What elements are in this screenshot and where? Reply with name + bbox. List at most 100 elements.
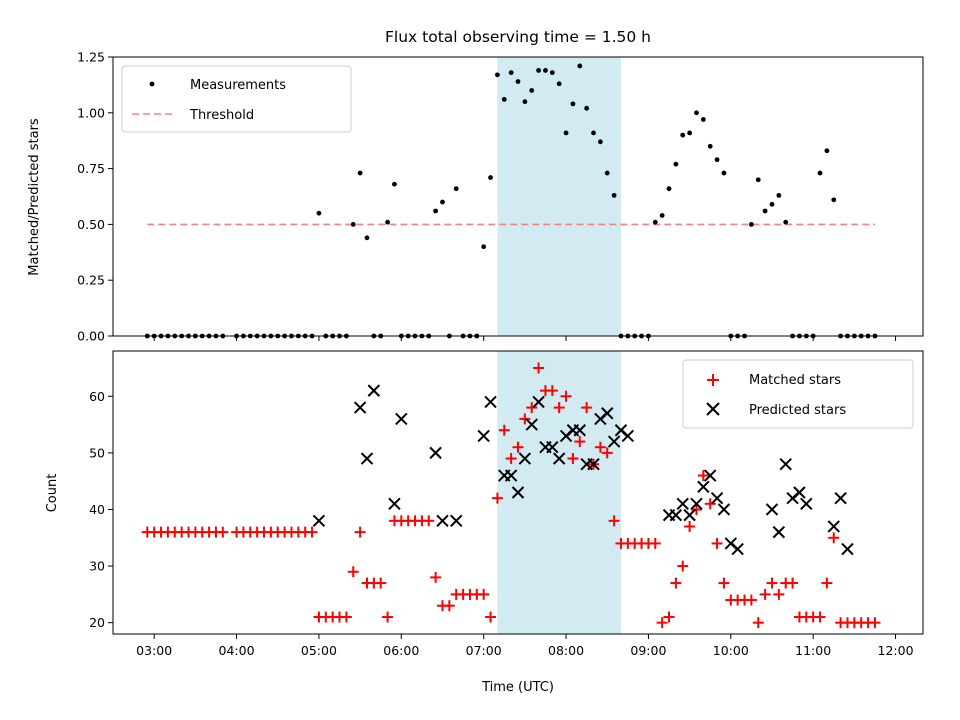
predicted-star-point — [388, 497, 401, 511]
predicted-star-point — [676, 497, 689, 511]
matched-star-point — [718, 577, 730, 589]
measurement-point — [652, 219, 658, 225]
measurement-point — [481, 244, 487, 250]
predicted-star-point — [436, 514, 449, 528]
matched-star-point — [704, 498, 716, 510]
matched-star-point — [443, 600, 455, 612]
matched-star-point — [649, 537, 661, 549]
matched-star-point — [567, 453, 579, 465]
top-y-ticks: 0.00 0.25 0.50 0.75 1.00 1.25 — [77, 50, 113, 344]
matched-star-point — [423, 515, 435, 527]
matched-star-point — [711, 537, 723, 549]
matched-star-point — [505, 453, 517, 465]
bottom-x-tick-label: 12:00 — [878, 643, 914, 658]
predicted-star-point — [367, 384, 381, 397]
matched-star-point — [491, 492, 503, 504]
measurement-point — [604, 170, 610, 176]
top-y-tick-label: 0.00 — [77, 329, 105, 344]
predicted-star-point — [710, 491, 724, 505]
predicted-star-point — [511, 486, 525, 499]
matched-star-point — [821, 577, 833, 589]
predicted-star-point — [607, 435, 621, 448]
predicted-star-point — [697, 480, 710, 494]
matched-star-points — [141, 362, 881, 629]
matched-star-point — [690, 503, 702, 515]
predicted-star-point — [800, 497, 813, 511]
matched-star-point — [546, 385, 558, 397]
measurement-point — [563, 130, 569, 136]
matched-star-point — [869, 617, 881, 629]
measurement-point — [357, 170, 363, 176]
matched-star-point — [745, 594, 757, 606]
bottom-y-ticks: 20 30 40 50 60 — [89, 389, 113, 630]
predicted-star-point — [504, 469, 518, 482]
measurement-point — [584, 105, 590, 111]
predicted-star-point — [573, 424, 586, 437]
matched-star-point — [684, 520, 696, 532]
matched-star-point — [533, 362, 545, 374]
measurement-point — [543, 67, 548, 73]
predicted-star-point — [690, 497, 703, 511]
bottom-y-tick-label: 50 — [89, 445, 105, 460]
bottom-x-tick-label: 09:00 — [630, 643, 666, 658]
predicted-star-point — [827, 520, 840, 533]
matched-star-point — [663, 611, 675, 623]
bottom-x-tick-label: 07:00 — [466, 643, 502, 658]
measurement-point — [433, 208, 439, 214]
observing-interval-shade — [497, 57, 621, 336]
measurement-point — [453, 186, 459, 192]
predicted-star-point — [669, 508, 683, 522]
top-y-tick-label: 1.25 — [77, 50, 105, 65]
matched-star-point — [519, 413, 531, 425]
measurement-point — [488, 175, 493, 180]
measurement-point — [316, 210, 322, 216]
matched-star-point — [478, 588, 490, 600]
measurement-point — [694, 110, 699, 116]
bottom-x-tick-label: 11:00 — [795, 643, 831, 658]
measurement-point — [536, 67, 541, 73]
measurement-point — [700, 117, 706, 122]
bottom-x-axis-label: Time (UTC) — [481, 680, 554, 695]
matched-star-point — [787, 577, 799, 589]
predicted-star-point — [312, 514, 326, 528]
measurement-point — [707, 143, 713, 149]
predicted-star-point — [703, 469, 717, 482]
matched-star-point — [375, 577, 387, 589]
bottom-x-ticks: 03:00 04:00 05:00 06:00 07:00 08:00 09:00 10:00… — [136, 634, 914, 658]
predicted-star-point — [772, 525, 786, 539]
legend-matched-marker — [707, 374, 719, 386]
predicted-star-point — [353, 401, 367, 414]
measurement-point — [597, 139, 603, 145]
measurement-point — [714, 157, 720, 163]
matched-star-point — [773, 588, 785, 600]
top-axes-frame — [112, 56, 924, 337]
bottom-y-tick-label: 30 — [89, 559, 105, 574]
bottom-y-tick-label: 40 — [89, 502, 105, 517]
measurement-point — [591, 130, 596, 136]
measurement-point — [673, 161, 679, 167]
matched-star-point — [814, 611, 826, 623]
measurement-point — [817, 170, 823, 176]
measurement-point — [721, 170, 727, 176]
matched-star-point — [217, 526, 229, 538]
measurement-point — [522, 99, 528, 105]
bottom-x-tick-label: 03:00 — [136, 643, 172, 658]
measurement-point — [501, 97, 507, 102]
predicted-star-point — [484, 395, 497, 409]
measurement-point — [350, 222, 356, 227]
matched-star-point — [697, 470, 709, 482]
top-legend: Measurements Threshold — [121, 65, 352, 133]
matched-star-point — [553, 402, 565, 414]
predicted-star-point — [793, 486, 806, 499]
measurement-point — [666, 186, 672, 192]
predicted-star-point — [429, 446, 442, 460]
predicted-star-point — [518, 452, 532, 465]
measurement-point — [392, 181, 397, 187]
matched-star-point — [759, 588, 771, 600]
measurement-point — [611, 192, 617, 198]
predicted-star-point — [360, 452, 374, 465]
legend-measurements-label: Measurements — [190, 78, 286, 93]
measurement-point — [748, 222, 754, 227]
predicted-star-point — [621, 429, 635, 443]
